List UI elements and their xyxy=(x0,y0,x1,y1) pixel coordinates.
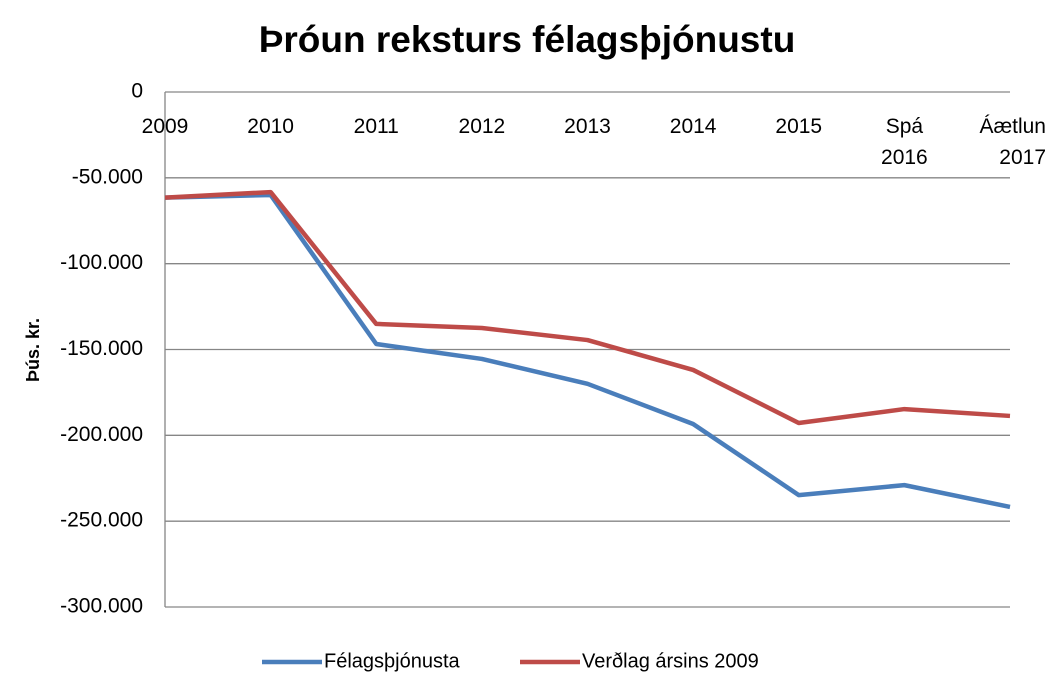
y-tick-label: -300.000 xyxy=(60,595,143,618)
chart-title: Þróun reksturs félagsþjónustu xyxy=(259,19,796,60)
legend-label: Félagsþjónusta xyxy=(324,650,461,672)
y-tick-label: -50.000 xyxy=(72,165,143,188)
x-tick-label: 2015 xyxy=(775,115,822,138)
x-tick-label: Áætlun 2017 xyxy=(979,115,1046,169)
line-series xyxy=(164,192,1011,510)
x-tick-label: 2012 xyxy=(459,115,506,138)
x-tick-label: 2011 xyxy=(354,115,399,138)
y-tick-label: -100.000 xyxy=(60,251,143,274)
x-tick-label: 2010 xyxy=(247,115,294,138)
y-axis-label: Þús. kr. xyxy=(23,318,43,382)
y-tick-label: -250.000 xyxy=(60,509,143,532)
legend-label: Verðlag ársins 2009 xyxy=(582,650,759,672)
y-tick-label: -150.000 xyxy=(60,337,143,360)
x-tick-label: 2013 xyxy=(564,115,611,138)
y-tick-label: 0 xyxy=(131,80,143,103)
x-tick-label: 2009 xyxy=(142,115,189,138)
x-tick-label: 2014 xyxy=(670,115,717,138)
line-series xyxy=(164,189,1011,426)
x-tick-label: Spá 2016 xyxy=(881,115,928,169)
y-tick-label: -200.000 xyxy=(60,423,143,446)
